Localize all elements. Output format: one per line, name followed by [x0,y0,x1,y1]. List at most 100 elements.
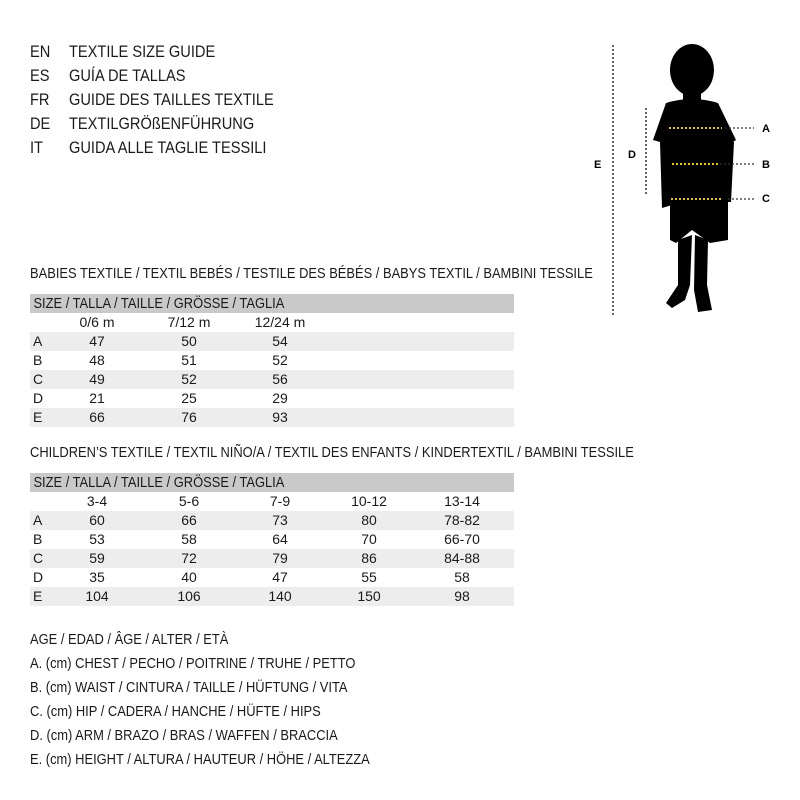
table-cell: 60 [89,512,105,528]
table-row: B 48 51 52 [30,351,514,370]
table-cell: 64 [272,531,288,547]
table-header: SIZE / TALLA / TAILLE / GRÖSSE / TAGLIA [30,294,514,313]
table-row: D 21 25 29 [30,389,514,408]
table-cell: 58 [181,531,197,547]
lang-code: EN [30,42,51,61]
table-cell: 86 [361,550,377,566]
table-cell: 53 [89,531,105,547]
children-table: SIZE / TALLA / TAILLE / GRÖSSE / TAGLIA 3… [30,473,514,606]
row-label: A [33,512,43,528]
table-cell: 40 [181,569,197,585]
table-cell: 50 [181,333,197,349]
table-cell: 80 [361,512,377,528]
column-header: 7/12 m [167,314,211,330]
table-cell: 140 [268,588,292,604]
label-e: E [594,159,601,171]
row-label: C [33,371,44,387]
column-header: 5-6 [178,493,200,509]
lang-title: GUÍA DE TALLAS [69,66,186,85]
size-header: SIZE / TALLA / TAILLE / GRÖSSE / TAGLIA [33,474,285,491]
label-b: B [762,159,770,171]
table-cell: 25 [181,390,197,406]
legend-item: C. (cm) HIP / CADERA / HANCHE / HÜFTE / … [30,703,321,720]
table-cell: 79 [272,550,288,566]
row-label: C [33,550,44,566]
table-cell: 70 [361,531,377,547]
table-row: E 104 106 140 150 98 [30,587,514,606]
table-cell: 35 [89,569,105,585]
lang-title: TEXTILE SIZE GUIDE [69,42,216,61]
column-header-row: 3-4 5-6 7-9 10-12 13-14 [30,492,514,511]
lang-code: ES [30,66,50,85]
table-cell: 47 [272,569,288,585]
column-header: 10-12 [351,493,387,509]
table-cell: 47 [89,333,105,349]
table-cell: 29 [272,390,288,406]
column-header: 13-14 [444,493,480,509]
lang-code: DE [30,114,51,133]
table-cell: 59 [89,550,105,566]
label-d: D [628,149,636,161]
table-cell: 66-70 [444,531,480,547]
lang-code: IT [30,138,43,157]
label-c: C [762,193,770,205]
label-a: A [762,123,770,135]
lang-title: TEXTILGRÖßENFÜHRUNG [69,114,255,133]
size-header: SIZE / TALLA / TAILLE / GRÖSSE / TAGLIA [33,295,285,312]
column-header: 3-4 [86,493,108,509]
table-cell: 98 [454,588,470,604]
table-cell: 56 [272,371,288,387]
row-label: E [33,588,43,604]
lang-title: GUIDE DES TAILLES TEXTILE [69,90,274,109]
table-cell: 84-88 [444,550,480,566]
table-cell: 21 [89,390,105,406]
table-header: SIZE / TALLA / TAILLE / GRÖSSE / TAGLIA [30,473,514,492]
table-cell: 52 [181,371,197,387]
legend-item: AGE / EDAD / ÂGE / ALTER / ETÀ [30,631,229,648]
column-header: 0/6 m [79,314,115,330]
column-header: 7-9 [269,493,291,509]
legend-item: D. (cm) ARM / BRAZO / BRAS / WAFFEN / BR… [30,727,338,744]
legend-item: A. (cm) CHEST / PECHO / POITRINE / TRUHE… [30,655,356,672]
babies-table: SIZE / TALLA / TAILLE / GRÖSSE / TAGLIA 0… [30,294,514,427]
table-cell: 52 [272,352,288,368]
row-label: E [33,409,43,425]
table-row: C 59 72 79 86 84-88 [30,549,514,568]
table-cell: 73 [272,512,288,528]
babies-section-title: BABIES TEXTILE / TEXTIL BEBÉS / TESTILE … [30,265,593,282]
table-row: B 53 58 64 70 66-70 [30,530,514,549]
table-cell: 49 [89,371,105,387]
table-cell: 78-82 [444,512,480,528]
table-row: A 47 50 54 [30,332,514,351]
table-cell: 72 [181,550,197,566]
table-cell: 55 [361,569,377,585]
row-label: D [33,390,44,406]
child-silhouette-figure: A B C D E [594,44,770,315]
table-cell: 48 [89,352,105,368]
table-cell: 106 [177,588,201,604]
row-label: D [33,569,44,585]
children-section-title: CHILDREN’S TEXTILE / TEXTIL NIÑO/A / TEX… [30,444,634,461]
lang-title: GUIDA ALLE TAGLIE TESSILI [69,138,267,157]
table-cell: 58 [454,569,470,585]
row-label: B [33,352,43,368]
table-cell: 76 [181,409,197,425]
table-cell: 104 [85,588,109,604]
table-row: E 66 76 93 [30,408,514,427]
row-label: A [33,333,43,349]
table-cell: 150 [357,588,381,604]
column-header: 12/24 m [254,314,306,330]
table-cell: 66 [181,512,197,528]
table-cell: 66 [89,409,105,425]
row-label: B [33,531,43,547]
table-row: C 49 52 56 [30,370,514,389]
lang-code: FR [30,90,50,109]
table-row: D 35 40 47 55 58 [30,568,514,587]
column-header-row: 0/6 m 7/12 m 12/24 m [30,313,514,332]
child-silhouette [653,44,736,312]
table-cell: 93 [272,409,288,425]
table-row: A 60 66 73 80 78-82 [30,511,514,530]
legend-item: B. (cm) WAIST / CINTURA / TAILLE / HÜFTU… [30,679,348,696]
table-cell: 51 [181,352,197,368]
table-cell: 54 [272,333,288,349]
